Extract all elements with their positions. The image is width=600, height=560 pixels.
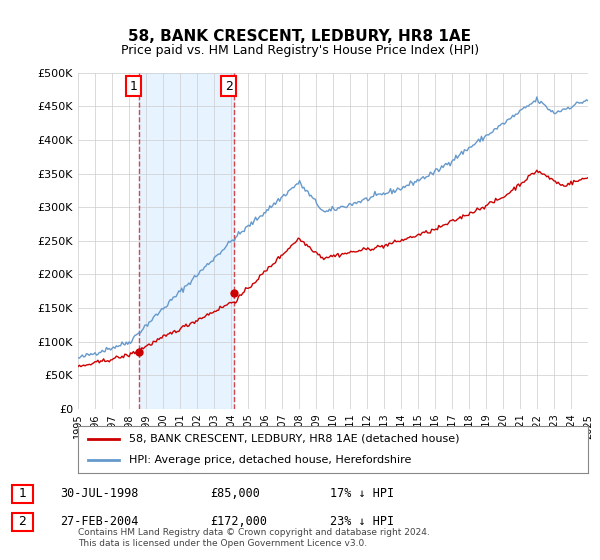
Text: 1: 1 — [130, 80, 137, 93]
Text: £172,000: £172,000 — [210, 515, 267, 529]
Text: 58, BANK CRESCENT, LEDBURY, HR8 1AE: 58, BANK CRESCENT, LEDBURY, HR8 1AE — [128, 29, 472, 44]
Text: HPI: Average price, detached house, Herefordshire: HPI: Average price, detached house, Here… — [129, 455, 412, 465]
Text: £85,000: £85,000 — [210, 487, 260, 501]
Text: 1: 1 — [18, 487, 26, 501]
Bar — [139, 73, 234, 409]
Text: 2: 2 — [18, 515, 26, 529]
Text: 30-JUL-1998: 30-JUL-1998 — [60, 487, 139, 501]
Text: 2: 2 — [224, 80, 233, 93]
Text: 27-FEB-2004: 27-FEB-2004 — [60, 515, 139, 529]
Text: 17% ↓ HPI: 17% ↓ HPI — [330, 487, 394, 501]
Text: 58, BANK CRESCENT, LEDBURY, HR8 1AE (detached house): 58, BANK CRESCENT, LEDBURY, HR8 1AE (det… — [129, 434, 460, 444]
Text: Price paid vs. HM Land Registry's House Price Index (HPI): Price paid vs. HM Land Registry's House … — [121, 44, 479, 57]
Text: 23% ↓ HPI: 23% ↓ HPI — [330, 515, 394, 529]
Text: Contains HM Land Registry data © Crown copyright and database right 2024.
This d: Contains HM Land Registry data © Crown c… — [78, 528, 430, 548]
